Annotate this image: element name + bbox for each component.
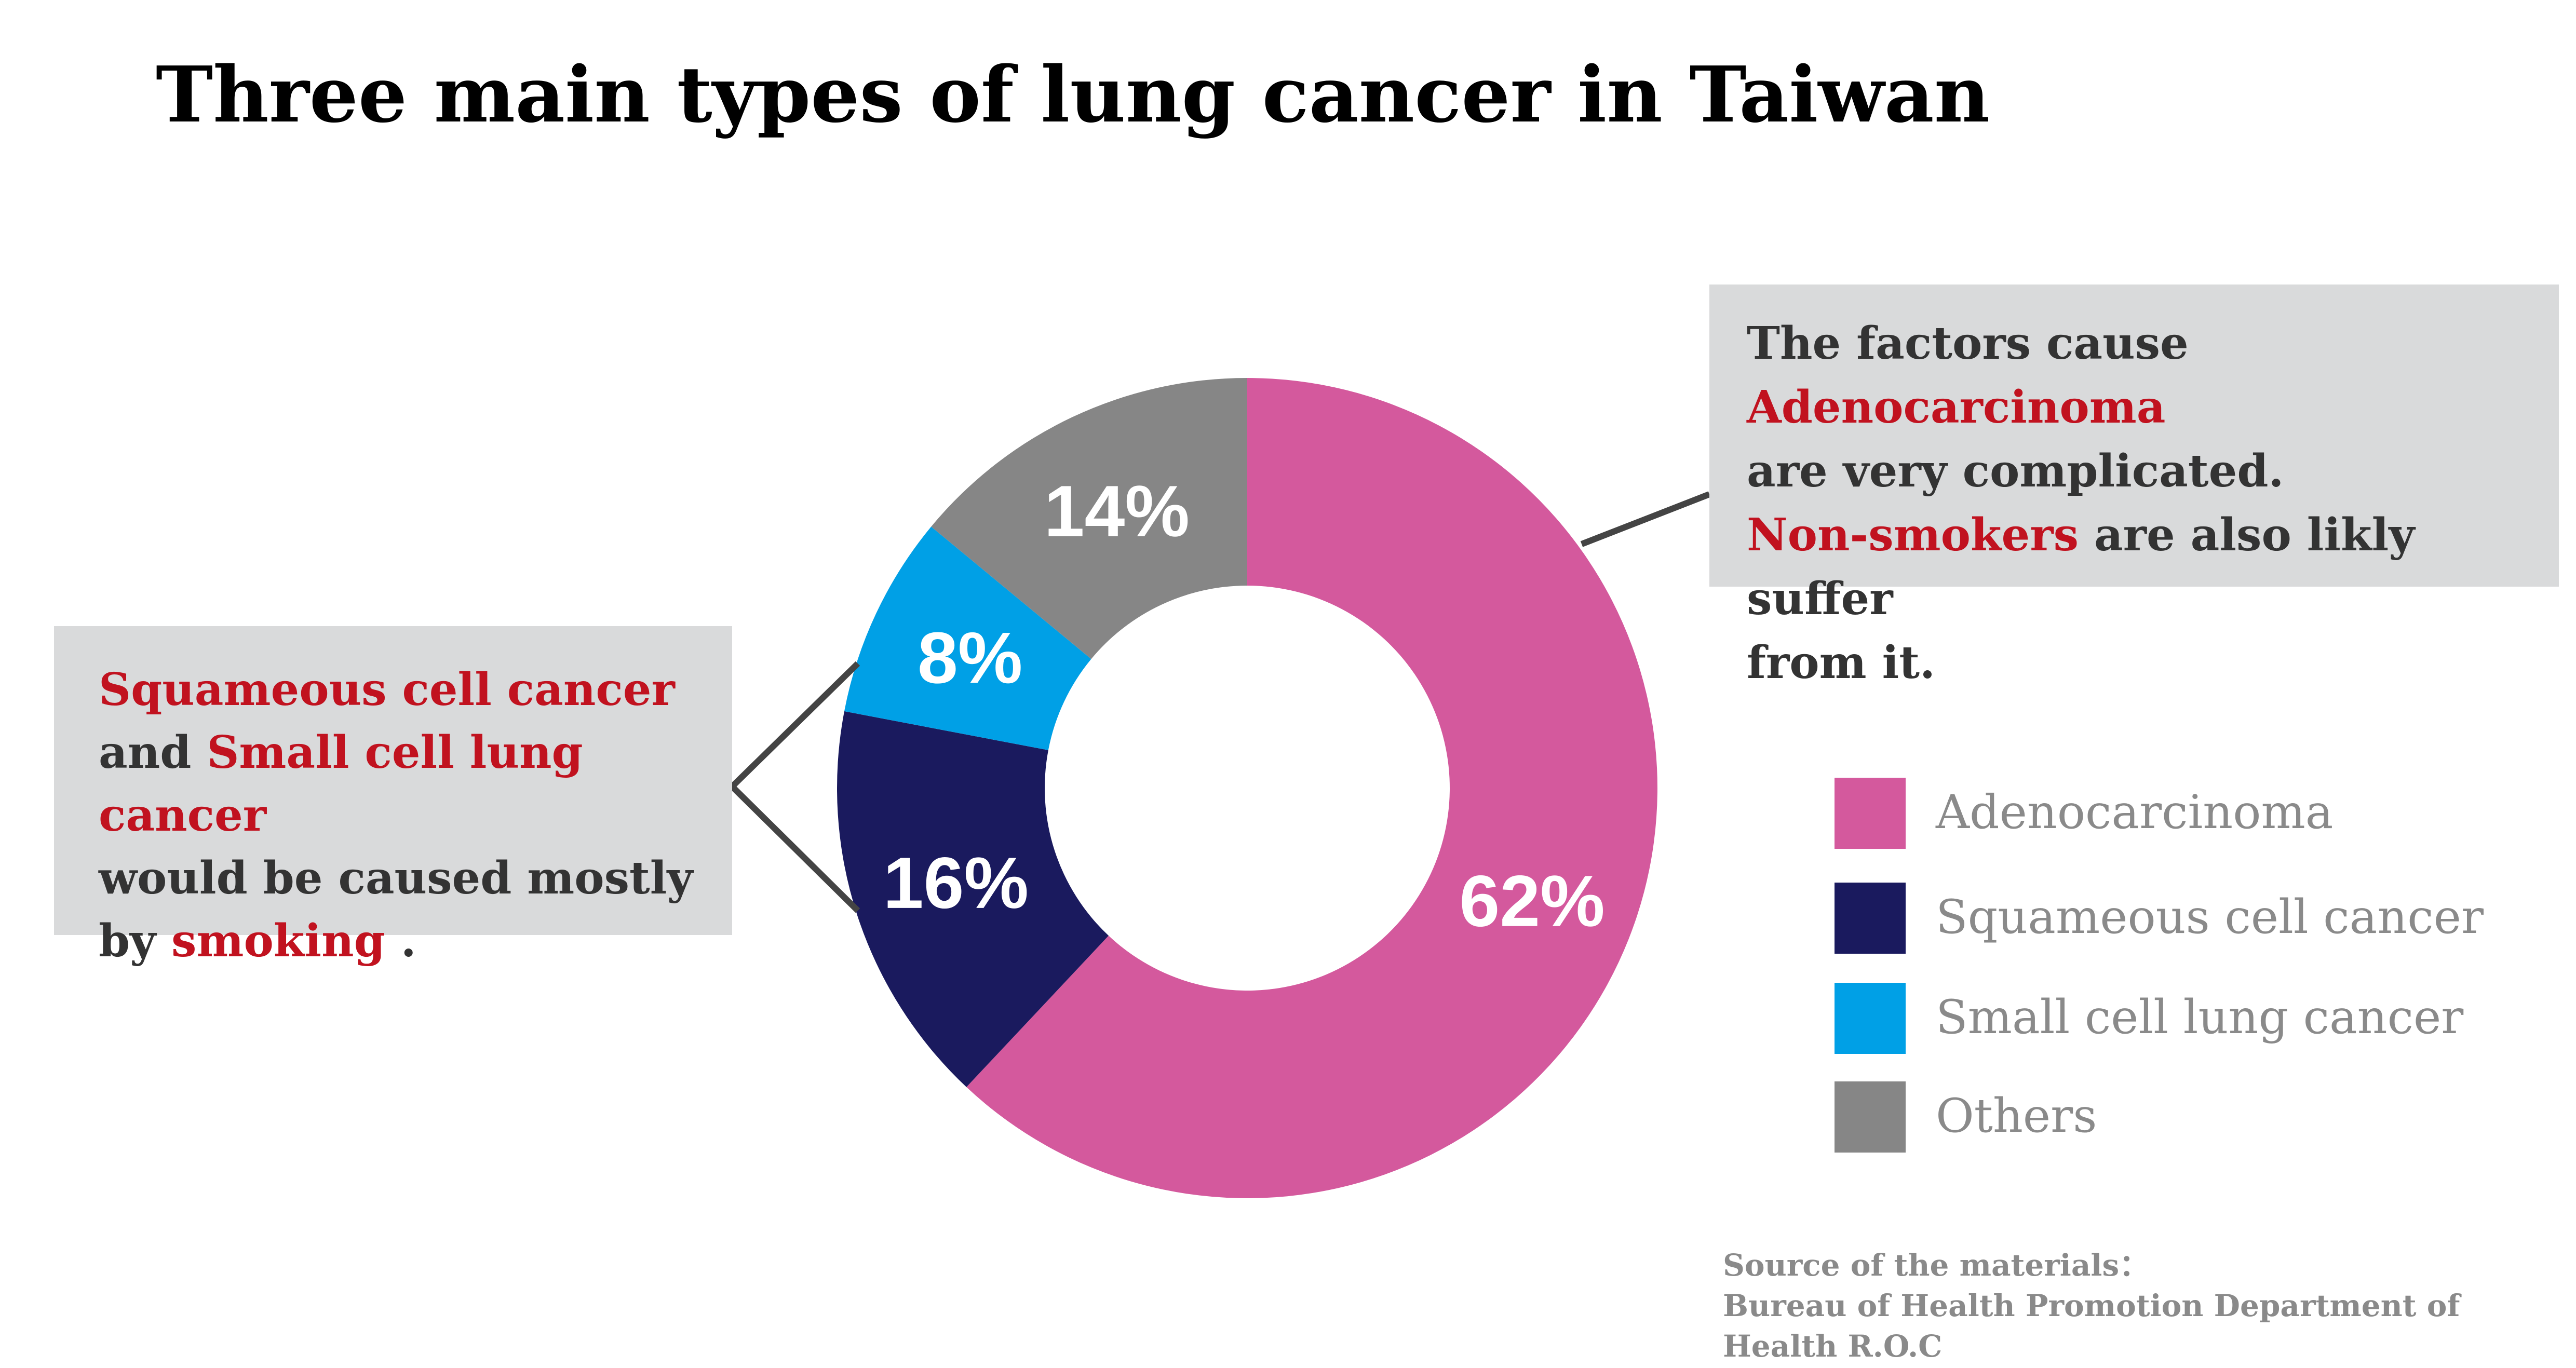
legend-label: Small cell lung cancer — [1936, 990, 2464, 1045]
legend-label: Others — [1936, 1089, 2097, 1143]
callout-text: and — [99, 726, 207, 779]
slice-label: 16% — [883, 842, 1029, 924]
callout-highlight: Squameous cell cancer — [99, 663, 675, 716]
callout-text: from it. — [1747, 636, 1935, 689]
smoking-callout: Squameous cell cancer and Small cell lun… — [54, 626, 732, 967]
source-note: Source of the materials： Bureau of Healt… — [1723, 1245, 2576, 1366]
callout-highlight: Adenocarcinoma — [1747, 381, 2166, 434]
chart-title: Three main types of lung cancer in Taiwa… — [156, 49, 1990, 140]
slice-label: 62% — [1459, 860, 1604, 942]
callout-highlight: Small cell lung cancer — [99, 726, 583, 842]
adenocarcinoma-callout: The factors cause Adenocarcinoma are ver… — [1709, 285, 2559, 689]
source-text: Bureau of Health Promotion Department of… — [1723, 1288, 2460, 1364]
legend-label: Squameous cell cancer — [1936, 890, 2484, 944]
slice-label: 8% — [918, 617, 1022, 698]
legend-item-small-cell: Small cell lung cancer — [1835, 983, 2510, 1055]
callout-highlight: Non-smokers — [1747, 509, 2079, 561]
donut-slice-adenocarcinoma — [966, 378, 1657, 1198]
legend-swatch — [1835, 883, 1906, 954]
legend-swatch — [1835, 1081, 1906, 1153]
legend-item-others: Others — [1835, 1081, 2510, 1154]
legend-item-squameous: Squameous cell cancer — [1835, 883, 2510, 955]
legend-swatch — [1835, 778, 1906, 849]
callout-text: by — [99, 915, 172, 967]
legend-item-adenocarcinoma: Adenocarcinoma — [1835, 778, 2510, 850]
callout-text: are very complicated. — [1747, 445, 2284, 497]
donut-slice-small-cell-lung-cancer — [844, 526, 1091, 750]
callout-text: . — [385, 915, 416, 967]
source-heading: Source of the materials： — [1723, 1248, 2150, 1283]
slice-label: 14% — [1044, 470, 1190, 552]
callout-text: The factors cause — [1747, 317, 2189, 370]
legend-label: Adenocarcinoma — [1936, 785, 2334, 839]
legend-swatch — [1835, 983, 1906, 1054]
donut-slice-others — [931, 378, 1247, 659]
callout-text: would be caused mostly — [99, 852, 693, 904]
callout-highlight: smoking — [171, 915, 385, 967]
connector-line-left — [727, 661, 860, 913]
donut-slice-squameous-cell-cancer — [837, 711, 1109, 1087]
connector-line-right — [1580, 491, 1711, 547]
callout-text: are also likly suffer — [1747, 509, 2415, 625]
